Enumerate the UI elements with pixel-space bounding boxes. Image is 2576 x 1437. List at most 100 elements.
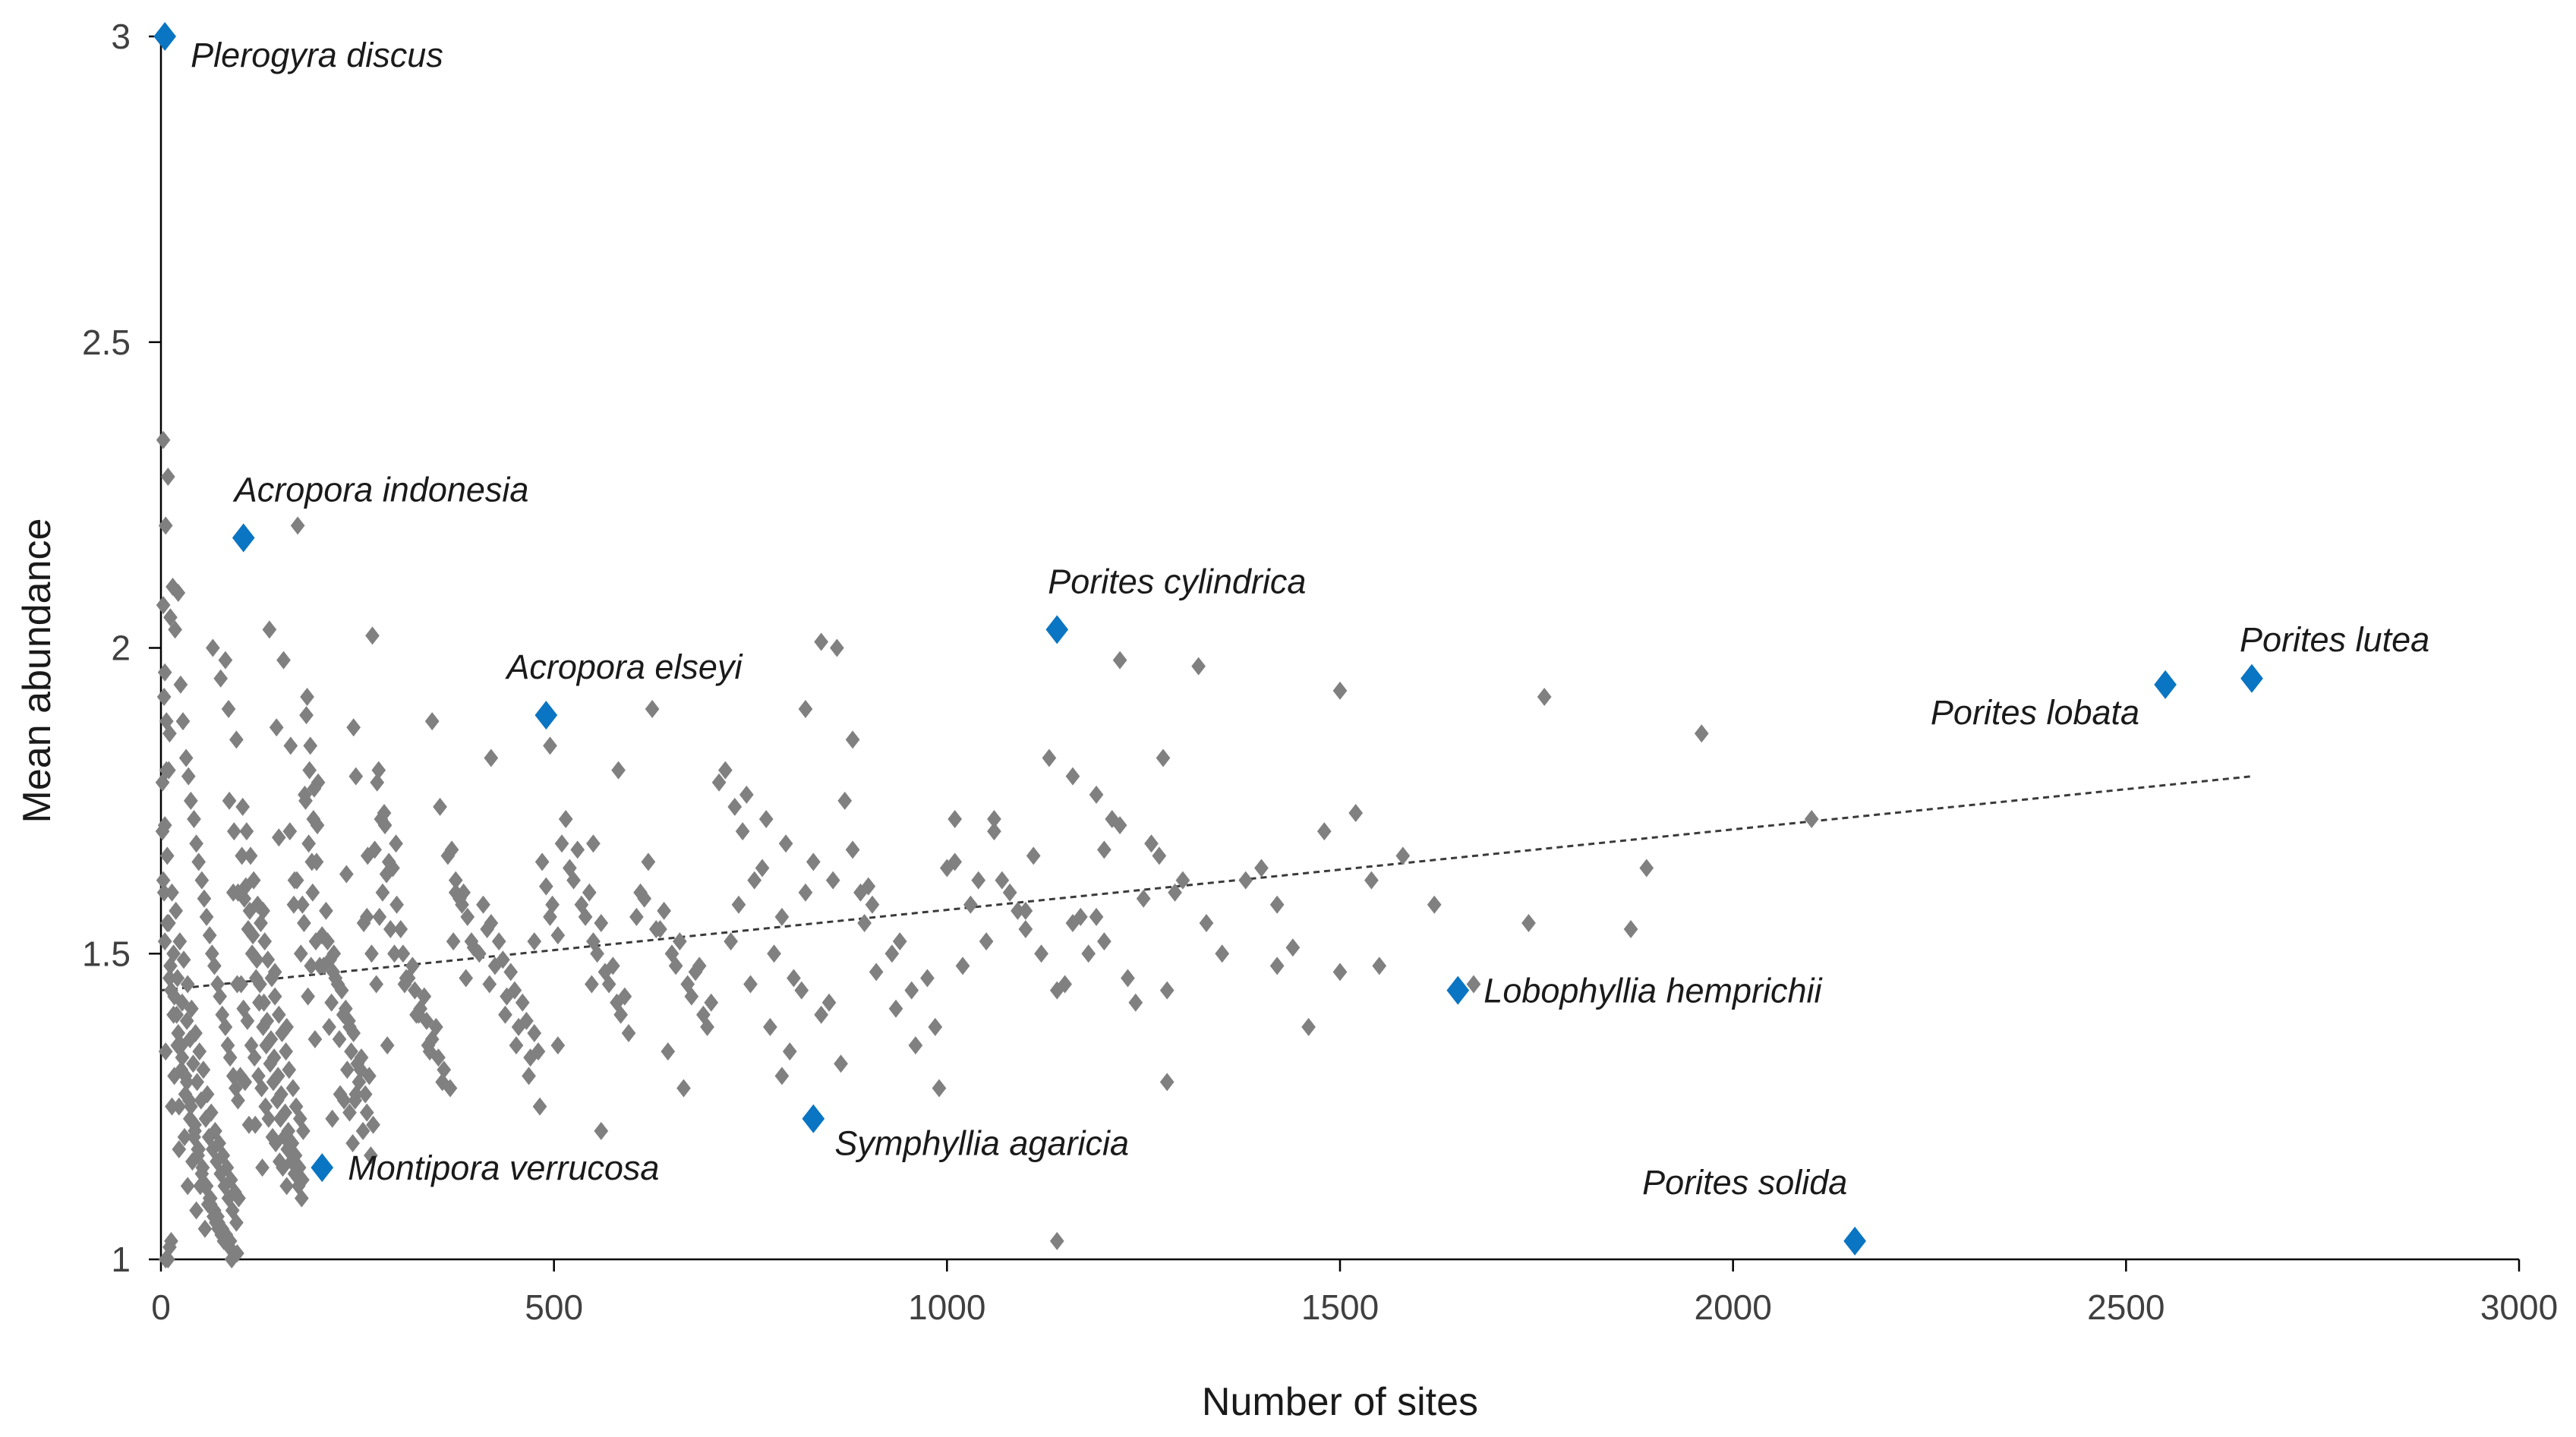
other-species-point bbox=[1427, 895, 1442, 914]
other-species-point bbox=[1537, 687, 1552, 706]
other-species-point bbox=[448, 883, 463, 902]
other-species-point bbox=[1049, 981, 1064, 1000]
other-species-point bbox=[955, 956, 970, 975]
other-species-point bbox=[1089, 907, 1104, 926]
other-species-point bbox=[157, 663, 172, 682]
other-species-point bbox=[194, 871, 210, 890]
other-species-point bbox=[276, 651, 291, 670]
other-species-point bbox=[1269, 895, 1285, 914]
other-species-point bbox=[396, 944, 411, 963]
other-species-point bbox=[371, 761, 386, 780]
other-species-point bbox=[175, 712, 191, 731]
other-species-point bbox=[189, 834, 203, 853]
other-species-point bbox=[342, 1011, 356, 1030]
other-species-point bbox=[1238, 871, 1253, 890]
other-species-point bbox=[947, 852, 963, 871]
highlighted-species-point bbox=[153, 22, 176, 51]
other-species-point bbox=[904, 981, 919, 1000]
other-species-point bbox=[299, 706, 314, 725]
other-species-point bbox=[814, 632, 829, 651]
other-species-point bbox=[158, 516, 173, 535]
other-species-point bbox=[440, 846, 456, 865]
other-species-point bbox=[531, 1042, 546, 1061]
other-species-point bbox=[476, 895, 490, 914]
other-species-point bbox=[251, 1067, 266, 1086]
other-species-point bbox=[570, 840, 585, 859]
other-species-point bbox=[534, 852, 550, 871]
other-species-point bbox=[181, 767, 196, 786]
x-tick-label: 3000 bbox=[2480, 1287, 2558, 1327]
other-species-point bbox=[264, 969, 279, 988]
other-species-point bbox=[1254, 859, 1269, 878]
other-species-point bbox=[356, 913, 371, 932]
other-species-point bbox=[353, 1060, 368, 1079]
other-species-point bbox=[987, 810, 1001, 829]
other-species-point bbox=[1097, 840, 1111, 859]
other-species-point bbox=[700, 1017, 714, 1036]
other-species-point bbox=[515, 993, 530, 1012]
other-species-point bbox=[308, 932, 323, 951]
other-species-point bbox=[711, 773, 727, 792]
other-species-point bbox=[869, 963, 884, 982]
other-species-point bbox=[326, 963, 341, 982]
other-species-point bbox=[290, 516, 305, 535]
other-species-point bbox=[1042, 748, 1057, 767]
other-species-point bbox=[312, 956, 327, 975]
other-species-point bbox=[220, 1036, 235, 1055]
other-species-point bbox=[928, 1017, 943, 1036]
other-species-point bbox=[248, 969, 263, 988]
other-species-point bbox=[574, 895, 589, 914]
other-species-point bbox=[183, 791, 198, 810]
other-species-point bbox=[221, 700, 236, 719]
other-species-point bbox=[224, 1250, 239, 1268]
other-species-point bbox=[189, 1201, 203, 1220]
other-species-point bbox=[334, 981, 349, 1000]
other-species-point bbox=[1521, 913, 1536, 932]
other-species-point bbox=[825, 871, 840, 890]
other-species-point bbox=[1002, 883, 1017, 902]
other-species-point bbox=[175, 993, 190, 1012]
other-species-point bbox=[837, 791, 853, 810]
other-species-point bbox=[167, 1067, 181, 1086]
other-species-point bbox=[538, 877, 553, 896]
other-species-point bbox=[774, 907, 790, 926]
other-species-point bbox=[271, 1005, 286, 1024]
other-species-point bbox=[503, 963, 519, 982]
other-species-point bbox=[987, 822, 1001, 841]
other-species-point bbox=[239, 822, 254, 841]
other-species-point bbox=[724, 932, 738, 951]
other-species-point bbox=[233, 1067, 248, 1086]
other-species-point bbox=[389, 834, 403, 853]
other-species-point bbox=[1049, 1231, 1064, 1250]
other-species-point bbox=[1364, 871, 1379, 890]
other-species-point bbox=[163, 608, 178, 627]
other-species-point bbox=[225, 1201, 240, 1220]
other-species-point bbox=[845, 840, 860, 859]
other-species-point bbox=[821, 993, 837, 1012]
other-species-point bbox=[156, 687, 172, 706]
other-species-point bbox=[184, 999, 199, 1018]
other-species-point bbox=[1156, 748, 1171, 767]
other-species-point bbox=[182, 1030, 197, 1049]
other-species-point bbox=[498, 1005, 512, 1024]
other-species-point bbox=[554, 834, 569, 853]
other-species-point bbox=[597, 963, 613, 982]
other-species-point bbox=[303, 736, 318, 755]
other-species-point bbox=[381, 852, 396, 871]
other-species-point bbox=[269, 718, 284, 737]
other-species-point bbox=[204, 944, 219, 963]
other-species-point bbox=[165, 883, 179, 902]
other-species-point bbox=[1105, 810, 1120, 829]
other-species-point bbox=[459, 969, 474, 988]
other-species-point bbox=[1026, 846, 1041, 865]
other-species-point bbox=[170, 1036, 185, 1055]
other-species-point bbox=[1018, 920, 1033, 939]
other-species-point bbox=[161, 761, 176, 780]
other-species-point bbox=[182, 1109, 197, 1128]
other-species-point bbox=[362, 1067, 377, 1086]
other-species-point bbox=[963, 895, 978, 914]
other-species-point bbox=[1159, 1073, 1174, 1092]
other-species-point bbox=[798, 700, 813, 719]
